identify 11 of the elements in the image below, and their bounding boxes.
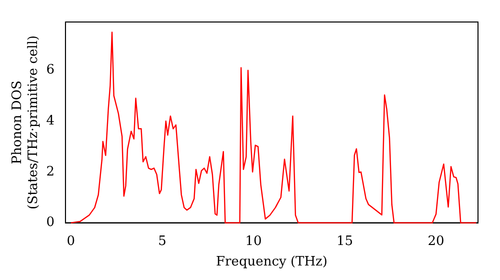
y-tick-label: 4 [46,114,54,129]
y-tick-label: 0 [46,215,54,230]
y-tick-label: 2 [46,164,54,180]
x-tick-label: 15 [336,234,354,249]
x-axis-title: Frequency (THz) [216,254,328,270]
x-tick-label: 20 [428,234,444,249]
x-tick-label: 10 [245,234,262,249]
x-tick-label: 5 [158,234,166,249]
y-axis-title: Phonon DOS (States/THz·primitive cell) [10,35,41,210]
y-tick-label: 6 [46,62,54,78]
x-tick-label: 0 [66,234,76,249]
